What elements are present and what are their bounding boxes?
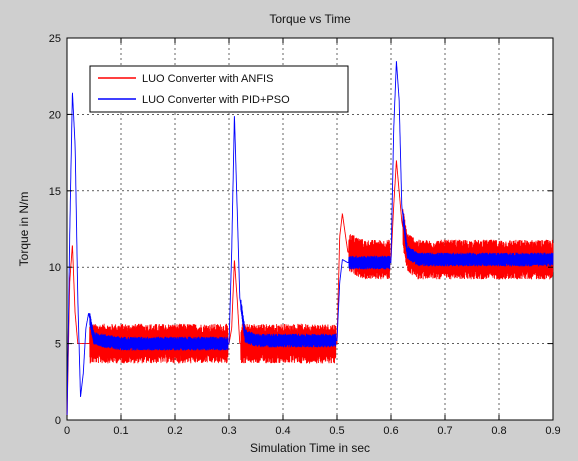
x-tick-label: 0 — [64, 425, 70, 437]
y-tick-label: 20 — [49, 109, 61, 121]
x-tick-label: 0.6 — [383, 425, 398, 437]
x-tick-label: 0.4 — [275, 425, 290, 437]
y-tick-label: 0 — [55, 415, 61, 427]
x-tick-label: 0.1 — [113, 425, 128, 437]
grid-lines — [67, 38, 553, 420]
chart-title: Torque vs Time — [269, 12, 351, 26]
y-tick-label: 5 — [55, 339, 61, 351]
axis-ticks: 0 0.1 0.2 0.3 0.4 0.5 0.6 0.7 0.8 0.9 0 5 10 15 20 25 — [49, 33, 561, 437]
legend-label-pidpso: LUO Converter with PID+PSO — [142, 94, 290, 106]
series-pidpso-line — [66, 61, 554, 421]
x-tick-label: 0.9 — [545, 425, 560, 437]
x-tick-label: 0.2 — [167, 425, 182, 437]
y-tick-label: 10 — [49, 262, 61, 274]
series-group — [66, 61, 554, 421]
legend: LUO Converter with ANFIS LUO Converter w… — [89, 65, 349, 113]
series-anfis-line — [66, 160, 554, 421]
legend-label-anfis: LUO Converter with ANFIS — [142, 73, 273, 85]
y-tick-label: 15 — [49, 186, 61, 198]
x-tick-label: 0.5 — [329, 425, 344, 437]
x-tick-label: 0.7 — [437, 425, 452, 437]
y-axis-label: Torque in N/m — [17, 192, 31, 267]
legend-box — [89, 65, 349, 113]
x-tick-label: 0.3 — [221, 425, 236, 437]
x-tick-label: 0.8 — [491, 425, 506, 437]
y-tick-label: 25 — [49, 33, 61, 45]
x-axis-label: Simulation Time in sec — [250, 441, 370, 455]
